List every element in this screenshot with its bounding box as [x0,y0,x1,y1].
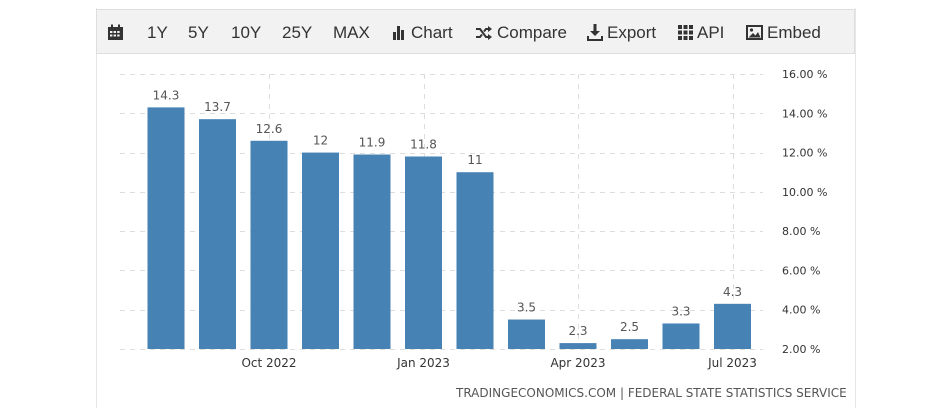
bar-chart-icon [393,26,404,40]
data-label-5: 11.9 [359,136,386,150]
export-label: Export [607,22,657,42]
calendar-icon [108,24,123,40]
bar-1[interactable] [147,107,185,350]
chart-toolbar: 1Y 5Y 10Y 25Y MAX Chart Compare Export [96,9,855,54]
data-label-11: 3.3 [671,304,690,318]
y-axis: 2.00 % 4.00 % 6.00 % 8.00 % 10.00 % 12.00 % 14… [782,68,827,356]
embed-label: Embed [767,22,821,42]
api-label: API [697,22,725,42]
image-icon [746,25,763,40]
y-tick-label: 14.00 % [782,107,827,120]
bar-6[interactable] [405,156,442,350]
y-tick-label: 6.00 % [782,264,820,277]
bar-8[interactable] [508,319,545,349]
data-label-8: 3.5 [517,301,536,315]
bar-5[interactable] [353,154,391,349]
chart-type-button[interactable]: Chart [393,10,453,55]
data-label-2: 13.7 [204,100,231,114]
export-button[interactable]: Export [587,10,656,55]
calendar-button[interactable] [107,10,128,55]
bar-7[interactable] [456,172,494,349]
x-tick-label: Apr 2023 [550,356,605,370]
y-tick-label: 12.00 % [782,147,827,160]
chart-type-label: Chart [411,22,453,42]
bar-3[interactable] [250,140,288,349]
range-25y-button[interactable]: 25Y [282,10,312,55]
data-label-3: 12.6 [256,122,283,136]
y-tick-label: 10.00 % [782,186,827,199]
range-max-button[interactable]: MAX [333,10,370,55]
bar-2[interactable] [199,119,236,349]
data-label-9: 2.3 [568,324,587,338]
shuffle-icon [476,25,492,40]
range-5y-button[interactable]: 5Y [188,10,209,55]
embed-button[interactable]: Embed [746,10,821,55]
range-5y-label: 5Y [188,22,209,42]
range-10y-button[interactable]: 10Y [231,10,261,55]
range-1y-button[interactable]: 1Y [147,10,168,55]
bar-9[interactable] [559,343,597,349]
y-tick-label: 4.00 % [782,304,820,317]
bar-4[interactable] [302,152,339,349]
source-credit: TRADINGECONOMICS.COM | FEDERAL STATE STA… [456,386,847,400]
range-1y-label: 1Y [147,22,168,42]
download-icon [587,24,603,41]
api-button[interactable]: API [678,10,724,55]
x-tick-label: Oct 2022 [241,356,296,370]
data-label-7: 11 [467,153,482,167]
x-axis: Oct 2022 Jan 2023 Apr 2023 Jul 2023 [241,356,756,370]
data-label-6: 11.8 [410,138,437,152]
bar-11[interactable] [662,323,700,349]
y-tick-label: 16.00 % [782,68,827,81]
range-max-label: MAX [333,22,370,42]
range-10y-label: 10Y [231,22,262,42]
data-label-1: 14.3 [153,88,180,102]
data-label-10: 2.5 [620,320,639,334]
compare-label: Compare [497,22,567,42]
data-label-12: 4.3 [723,285,742,299]
data-label-4: 12 [313,134,328,148]
y-tick-label: 8.00 % [782,225,820,238]
chart-bars [147,107,751,350]
bar-10[interactable] [611,339,648,349]
grid-icon [678,25,693,40]
chart-data-labels: 14.3 13.7 12.6 12 11.9 11.8 11 3.5 2.3 2.5 3.3 4.3 [153,88,742,338]
range-25y-label: 25Y [282,22,313,42]
chart-frame [96,8,856,408]
x-tick-label: Jul 2023 [707,356,757,370]
y-tick-label: 2.00 % [782,343,820,356]
x-tick-label: Jan 2023 [396,356,450,370]
bar-12[interactable] [714,303,751,349]
compare-button[interactable]: Compare [475,10,567,55]
